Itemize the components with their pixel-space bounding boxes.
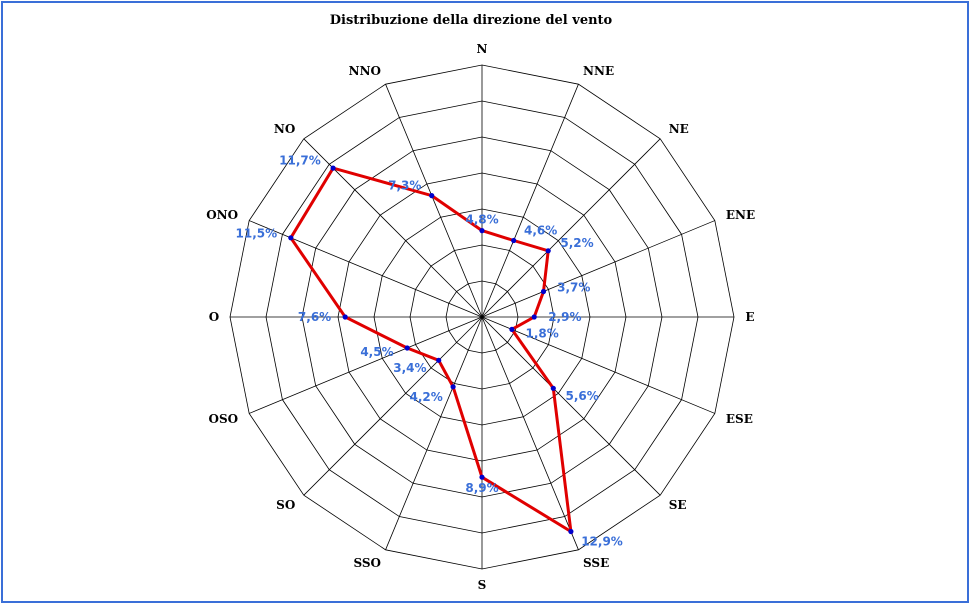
direction-label-so: SO — [276, 498, 295, 512]
chart-title: Distribuzione della direzione del vento — [330, 13, 613, 28]
direction-labels: N NNE NE ENE E ESE SE SSE S SSO SO OSO O ONO NO NNO — [206, 42, 755, 592]
point-sse — [568, 528, 574, 535]
direction-label-no: NO — [274, 122, 295, 136]
direction-label-ese: ESE — [726, 412, 753, 426]
point-ese — [509, 326, 515, 332]
value-label-sse: 12,9% — [581, 535, 623, 549]
point-sso — [450, 384, 456, 390]
point-oso — [404, 345, 410, 351]
value-label-ono: 11,5% — [236, 227, 278, 241]
direction-label-s: S — [478, 578, 487, 592]
value-labels: 4,8% 4,6%5,2% 3,7% 2,9% 1,8% 5,6% 12,9% 8,9% 4,2… — [236, 153, 623, 548]
point-s — [479, 474, 485, 480]
radar-grid — [229, 64, 735, 570]
value-label-nne: 4,6% — [524, 223, 557, 237]
point-ene — [540, 288, 547, 295]
direction-label-ono: ONO — [206, 208, 238, 222]
spoke-sso — [385, 316, 483, 550]
point-so — [436, 357, 442, 363]
spoke-nno — [385, 84, 483, 318]
spoke-nne — [481, 84, 579, 318]
point-e — [531, 314, 537, 320]
direction-label-se: SE — [669, 498, 687, 512]
point-o — [342, 314, 348, 320]
direction-label-e: E — [745, 310, 754, 324]
point-no — [330, 165, 336, 171]
spoke-sse — [481, 316, 579, 550]
value-label-sso: 4,2% — [410, 390, 443, 404]
direction-label-nne: NNE — [583, 64, 614, 78]
spoke-oso — [249, 316, 483, 414]
value-label-ese: 1,8% — [526, 327, 559, 341]
value-label-s: 8,9% — [465, 481, 498, 495]
point-ono — [288, 235, 294, 241]
spoke-ene — [481, 220, 715, 318]
point-nno — [429, 193, 435, 199]
spoke-ne — [481, 138, 661, 318]
value-label-no: 11,7% — [279, 153, 321, 167]
direction-label-oso: OSO — [209, 412, 239, 426]
spoke-ono — [249, 220, 483, 318]
direction-label-ne: NE — [669, 122, 689, 136]
value-label-so: 3,4% — [393, 361, 426, 375]
series-wind-frequency — [288, 165, 574, 535]
point-nne — [511, 237, 517, 244]
point-se — [550, 385, 556, 391]
spoke-se — [481, 316, 661, 496]
point-n — [479, 228, 485, 234]
spoke-so — [303, 316, 483, 496]
direction-label-sso: SSO — [353, 556, 381, 570]
value-label-se: 5,6% — [566, 389, 599, 403]
value-label-nno: 7,3% — [388, 178, 421, 192]
value-label-e: 2,9% — [548, 310, 581, 324]
spoke-no — [303, 138, 483, 318]
direction-label-sse: SSE — [583, 556, 609, 570]
value-label-o: 7,6% — [298, 310, 331, 324]
value-label-n: 4,8% — [465, 213, 498, 227]
spoke-ese — [481, 316, 715, 414]
direction-label-o: O — [209, 310, 219, 324]
point-ne — [545, 248, 551, 254]
direction-label-ene: ENE — [726, 208, 755, 222]
direction-label-n: N — [477, 42, 488, 56]
value-label-oso: 4,5% — [360, 345, 393, 359]
direction-label-nno: NNO — [349, 64, 381, 78]
value-label-ene: 3,7% — [557, 280, 590, 294]
value-label-ne: 5,2% — [560, 236, 593, 250]
